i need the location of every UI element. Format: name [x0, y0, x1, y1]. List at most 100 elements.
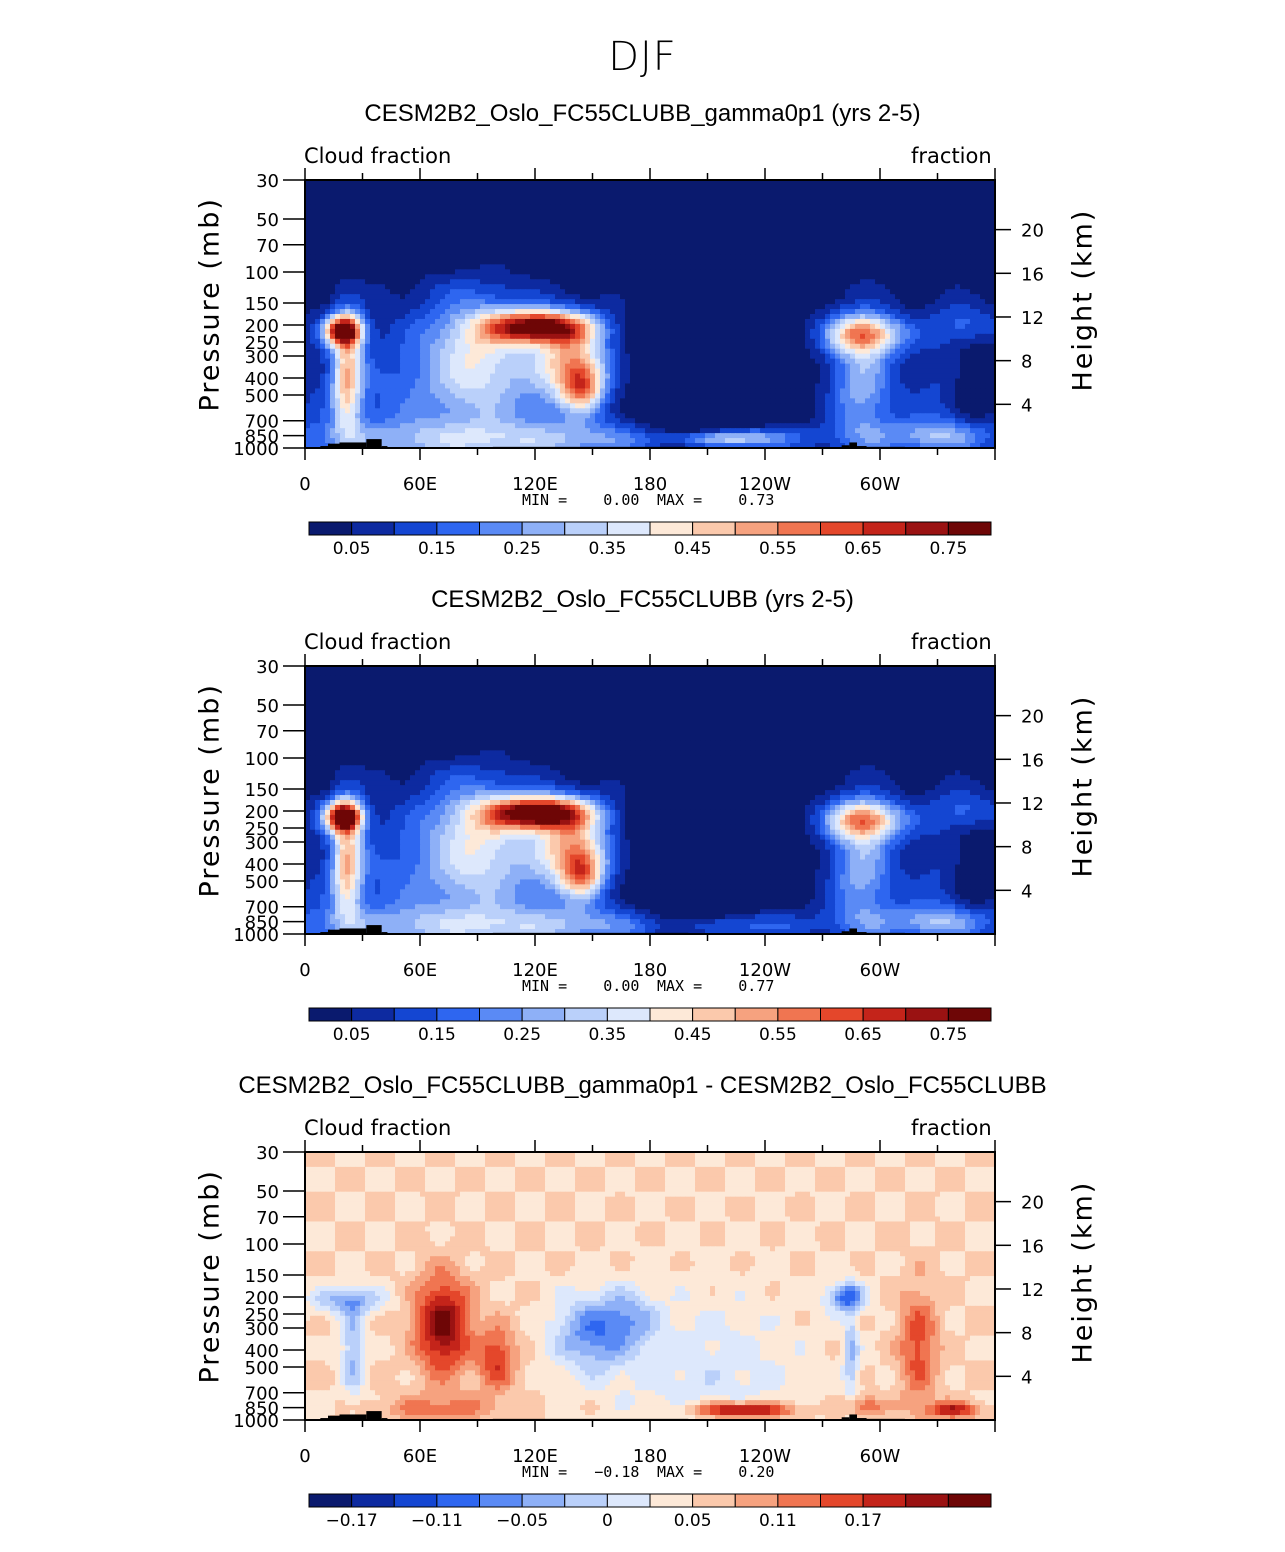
- field-cell: [665, 195, 671, 201]
- field-cell: [565, 240, 571, 246]
- field-cell: [555, 294, 561, 300]
- field-cell: [350, 314, 356, 320]
- field-cell: [925, 334, 931, 340]
- field-cell: [710, 185, 716, 191]
- field-cell: [925, 205, 931, 211]
- field-cell: [820, 240, 826, 246]
- field-cell: [640, 349, 646, 355]
- field-cell: [355, 294, 361, 300]
- field-cell: [670, 319, 676, 325]
- field-cell: [780, 274, 786, 280]
- field-cell: [915, 254, 921, 260]
- field-cell: [880, 210, 886, 216]
- field-cell: [775, 245, 781, 251]
- field-cell: [560, 210, 566, 216]
- field-cell: [790, 309, 796, 315]
- field-cell: [555, 190, 561, 196]
- field-cell: [830, 279, 836, 285]
- field-cell: [365, 359, 371, 365]
- field-cell: [755, 304, 761, 310]
- field-cell: [695, 195, 701, 201]
- field-cell: [830, 254, 836, 260]
- field-cell: [955, 225, 961, 231]
- field-cell: [455, 225, 461, 231]
- field-cell: [865, 329, 871, 335]
- field-cell: [465, 230, 471, 236]
- field-cell: [975, 304, 981, 310]
- field-cell: [930, 195, 936, 201]
- field-cell: [815, 344, 821, 350]
- field-cell: [920, 324, 926, 330]
- field-cell: [655, 185, 661, 191]
- field-cell: [895, 299, 901, 305]
- field-cell: [485, 304, 491, 310]
- field-cell: [450, 334, 456, 340]
- field-cell: [405, 269, 411, 275]
- field-cell: [940, 294, 946, 300]
- field-cell: [425, 235, 431, 241]
- field-cell: [945, 294, 951, 300]
- field-cell: [475, 195, 481, 201]
- field-cell: [380, 245, 386, 251]
- field-cell: [420, 210, 426, 216]
- field-cell: [320, 240, 326, 246]
- field-cell: [580, 284, 586, 290]
- field-cell: [530, 314, 536, 320]
- field-cell: [910, 269, 916, 275]
- field-cell: [690, 314, 696, 320]
- field-cell: [430, 264, 436, 270]
- field-cell: [515, 259, 521, 265]
- field-cell: [780, 314, 786, 320]
- field-cell: [490, 309, 496, 315]
- field-cell: [925, 329, 931, 335]
- field-cell: [845, 215, 851, 221]
- field-cell: [945, 220, 951, 226]
- field-cell: [500, 294, 506, 300]
- field-cell: [640, 299, 646, 305]
- field-cell: [800, 249, 806, 255]
- field-cell: [780, 354, 786, 360]
- field-cell: [460, 259, 466, 265]
- field-cell: [765, 344, 771, 350]
- field-cell: [360, 349, 366, 355]
- field-cell: [700, 245, 706, 251]
- field-cell: [570, 235, 576, 241]
- field-cell: [360, 215, 366, 221]
- field-cell: [985, 215, 991, 221]
- field-cell: [750, 195, 756, 201]
- field-cell: [925, 269, 931, 275]
- field-cell: [420, 200, 426, 206]
- field-cell: [465, 269, 471, 275]
- field-cell: [465, 324, 471, 330]
- field-cell: [875, 344, 881, 350]
- field-cell: [835, 249, 841, 255]
- field-cell: [545, 329, 551, 335]
- field-cell: [510, 289, 516, 295]
- field-cell: [950, 195, 956, 201]
- field-cell: [460, 274, 466, 280]
- field-cell: [840, 334, 846, 340]
- field-cell: [600, 259, 606, 265]
- field-cell: [970, 279, 976, 285]
- field-cell: [670, 190, 676, 196]
- field-cell: [820, 254, 826, 260]
- field-cell: [695, 274, 701, 280]
- field-cell: [370, 294, 376, 300]
- field-cell: [825, 274, 831, 280]
- field-cell: [330, 210, 336, 216]
- field-cell: [975, 225, 981, 231]
- field-cell: [805, 220, 811, 226]
- field-cell: [810, 185, 816, 191]
- field-cell: [400, 195, 406, 201]
- field-cell: [730, 299, 736, 305]
- field-cell: [560, 225, 566, 231]
- field-cell: [370, 230, 376, 236]
- field-cell: [735, 324, 741, 330]
- field-cell: [530, 235, 536, 241]
- field-cell: [545, 215, 551, 221]
- field-cell: [610, 274, 616, 280]
- field-cell: [730, 274, 736, 280]
- field-cell: [365, 309, 371, 315]
- field-cell: [815, 299, 821, 305]
- field-cell: [605, 200, 611, 206]
